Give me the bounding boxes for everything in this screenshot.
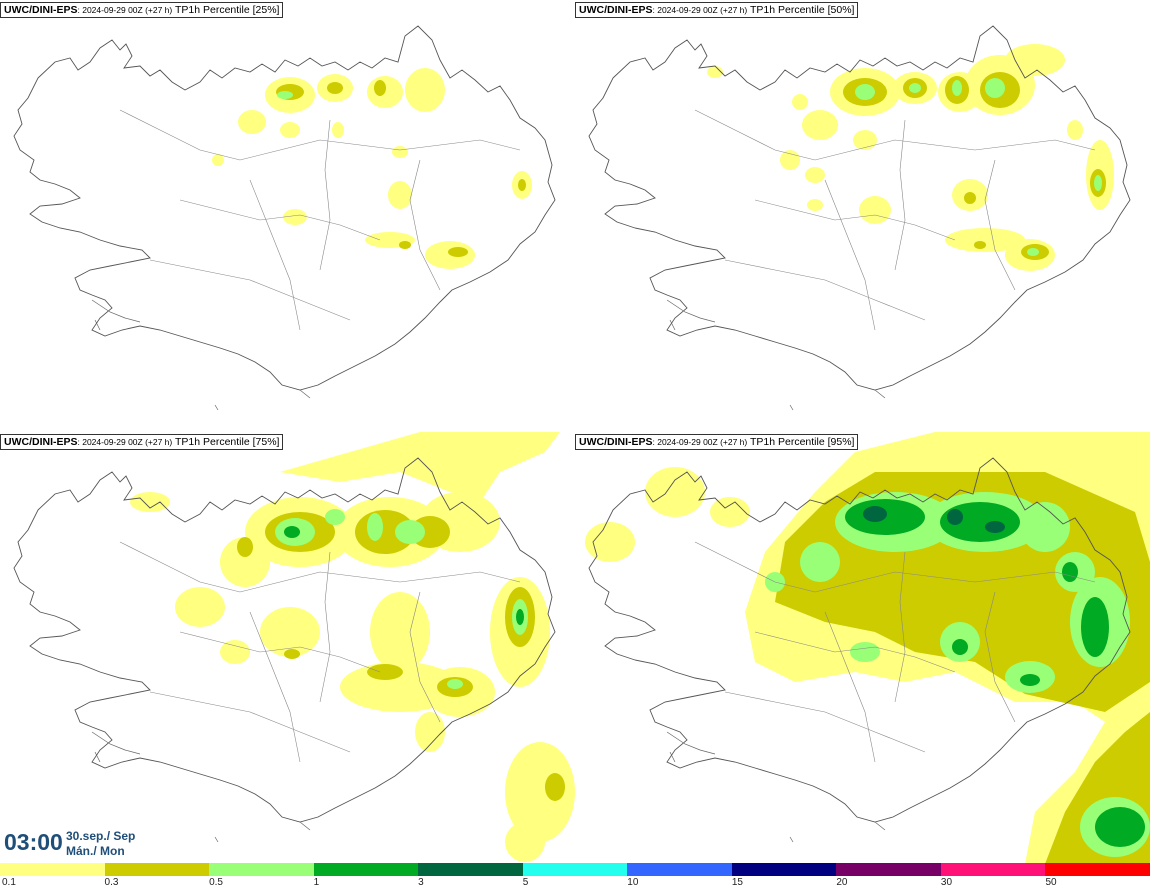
- colorbar-segment: [209, 863, 314, 876]
- colorbar-label: 20: [836, 877, 848, 888]
- colorbar-label: 30: [940, 877, 953, 888]
- colorbar-label: 15: [731, 877, 743, 888]
- map-panel-25: UWC/DINI-EPS: 2024-09-29 00Z (+27 h) TP1…: [0, 0, 575, 432]
- colorbar-segment: [418, 863, 523, 876]
- colorbar-label: 0.1: [2, 877, 16, 888]
- precip-map-75: [13, 432, 575, 862]
- colorbar-label: 0.5: [209, 877, 223, 888]
- precip-map-50: [588, 25, 1131, 411]
- valid-date-line1: 30.sep./ Sep: [66, 829, 136, 843]
- colorbar-segment: [522, 863, 628, 876]
- colorbar-segment: [104, 863, 210, 876]
- colorbar-label: 1: [313, 877, 320, 888]
- panel-title: UWC/DINI-EPS: 2024-09-29 00Z (+27 h) TP1…: [575, 2, 859, 18]
- map-panel-75: UWC/DINI-EPS: 2024-09-29 00Z (+27 h) TP1…: [0, 432, 575, 864]
- colorbar-segment: [731, 863, 837, 876]
- colorbar-label: 10: [627, 877, 639, 888]
- colorbar-segment: [627, 863, 732, 876]
- map-panel-95: UWC/DINI-EPS: 2024-09-29 00Z (+27 h) TP1…: [575, 432, 1150, 864]
- colorbar-segment: [313, 863, 419, 876]
- colorbar-label: 50: [1045, 877, 1057, 888]
- panel-title: UWC/DINI-EPS: 2024-09-29 00Z (+27 h) TP1…: [0, 2, 284, 18]
- colorbar-label: 5: [522, 877, 529, 888]
- precip-map-95: [585, 432, 1150, 864]
- colorbar-label: 0.3: [104, 877, 119, 888]
- precip-colorbar: [0, 863, 1150, 876]
- colorbar-segment: [1045, 863, 1150, 876]
- colorbar-labels: 0.1 0.3 0.5 1 3 5 10 15 20 30 50: [0, 876, 1150, 891]
- colorbar-segment: [940, 863, 1046, 876]
- valid-time: 03:00: [4, 829, 63, 855]
- colorbar-segment: [0, 863, 105, 876]
- panel-title: UWC/DINI-EPS: 2024-09-29 00Z (+27 h) TP1…: [0, 434, 284, 450]
- colorbar-segment: [836, 863, 941, 876]
- map-panel-50: UWC/DINI-EPS: 2024-09-29 00Z (+27 h) TP1…: [575, 0, 1150, 432]
- colorbar-label: 3: [418, 877, 424, 888]
- panel-title: UWC/DINI-EPS: 2024-09-29 00Z (+27 h) TP1…: [575, 434, 859, 450]
- valid-date-line2: Mán./ Mon: [66, 844, 125, 858]
- valid-time-box: 03:00 30.sep./ Sep Mán./ Mon: [0, 822, 140, 862]
- precip-map-25: [13, 25, 556, 411]
